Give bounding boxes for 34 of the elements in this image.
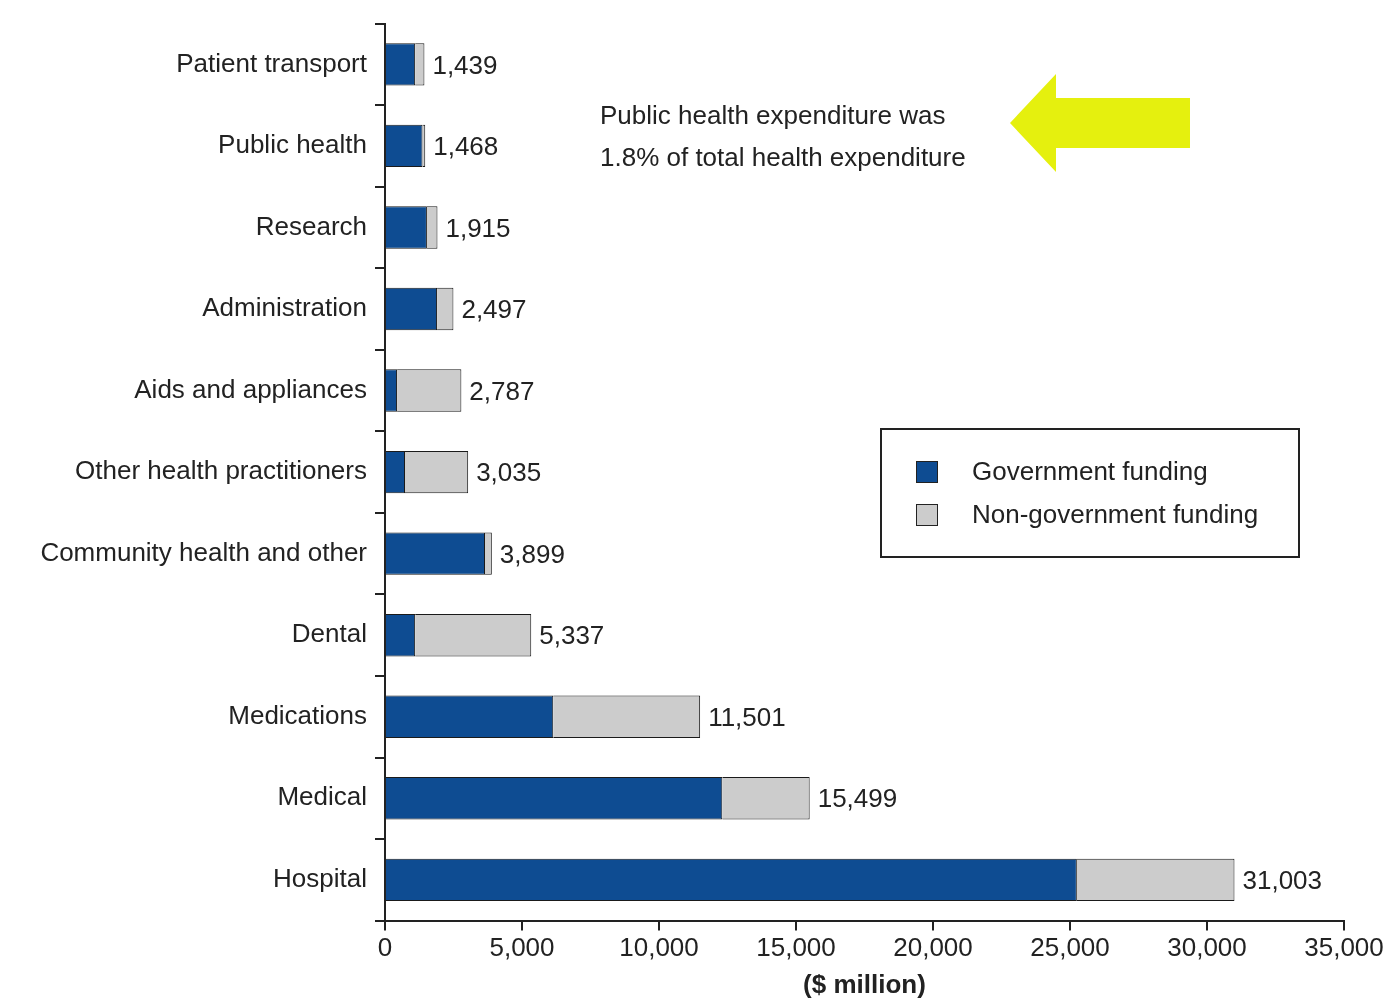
y-tick-label: Public health xyxy=(218,129,367,160)
y-tick-label: Dental xyxy=(291,618,367,649)
y-tick-label: Hospital xyxy=(273,863,367,893)
y-tick-label: Aids and appliances xyxy=(134,373,367,404)
total-label: 5,337 xyxy=(539,620,605,651)
total-label: 3,899 xyxy=(499,538,565,569)
y-tick-label: Patient transport xyxy=(176,47,368,78)
total-label: 1,439 xyxy=(432,49,498,80)
y-tick-label: Community health and other xyxy=(40,536,368,567)
y-tick-label: Research xyxy=(255,210,367,241)
total-label: 1,468 xyxy=(433,131,499,162)
x-tick-label: 35,000 xyxy=(1304,932,1384,963)
x-tick-label: 0 xyxy=(377,932,393,963)
total-label: 2,787 xyxy=(469,375,535,406)
x-axis-title: ($ million) xyxy=(803,968,926,999)
total-label: 3,035 xyxy=(476,457,542,488)
total-label: 1,915 xyxy=(445,212,511,243)
x-tick-label: 30,000 xyxy=(1167,932,1247,963)
legend-label: Non-government funding xyxy=(972,499,1259,530)
legend-label: Government funding xyxy=(972,456,1208,487)
x-tick-label: 5,000 xyxy=(489,932,555,963)
total-label: 11,501 xyxy=(708,701,786,732)
total-label: 2,497 xyxy=(461,294,527,325)
total-label: 15,499 xyxy=(817,783,898,814)
x-tick-label: 15,000 xyxy=(756,932,836,963)
annotation: Public health expenditure was 1.8% of total health expenditure xyxy=(600,99,966,174)
x-tick-label: 10,000 xyxy=(619,932,699,963)
y-tick-label: Administration xyxy=(202,292,367,323)
x-tick-label: 25,000 xyxy=(1030,932,1110,963)
x-tick-label: 20,000 xyxy=(893,932,973,963)
y-tick-label: Medical xyxy=(277,781,367,812)
y-tick-label: Other health practitioners xyxy=(75,455,367,486)
y-tick-label: Medications xyxy=(228,699,367,730)
total-label: 31,003 xyxy=(1242,865,1323,895)
